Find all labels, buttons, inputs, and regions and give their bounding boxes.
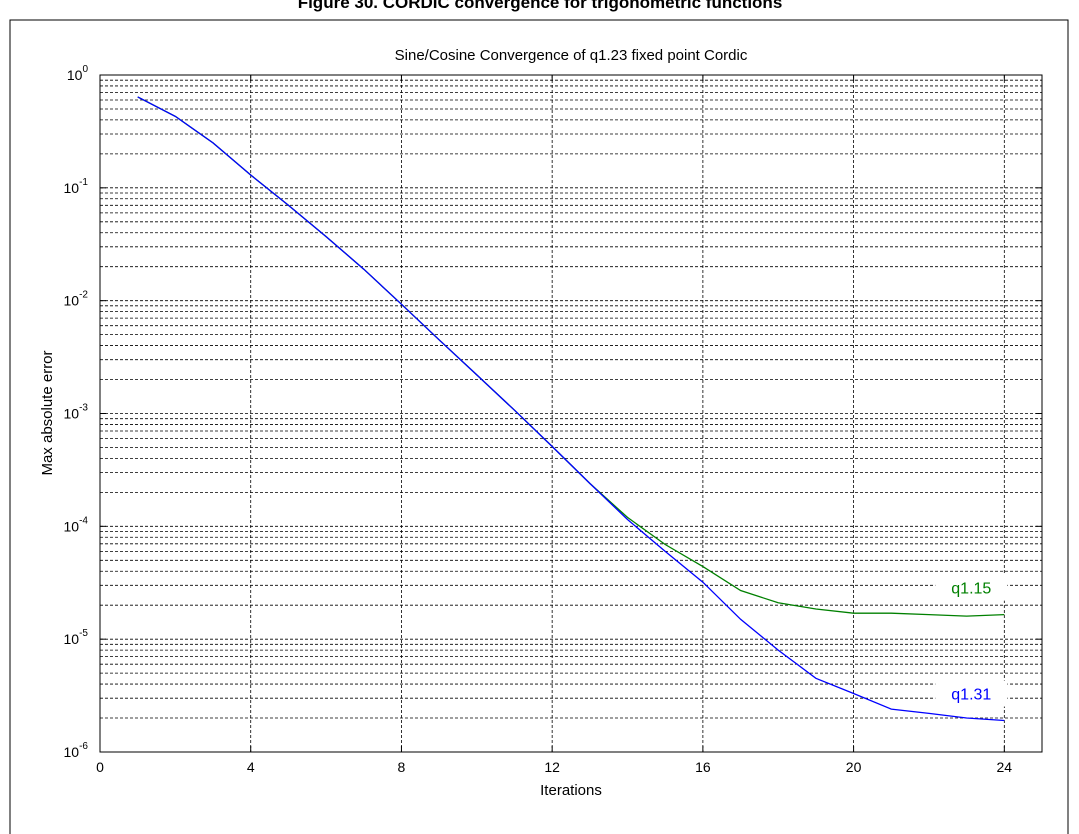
y-tick-exponent: -3 (79, 403, 88, 414)
y-tick-base: 10 (64, 293, 80, 309)
y-tick-label: 10-2 (64, 290, 89, 309)
y-tick-exponent: -6 (79, 741, 88, 752)
y-tick-label: 10-3 (64, 403, 89, 422)
x-axis-label: Iterations (540, 782, 602, 799)
y-tick-exponent: -2 (79, 290, 88, 301)
y-tick-label: 100 (67, 64, 89, 83)
y-tick-exponent: -1 (79, 177, 88, 188)
y-tick-base: 10 (64, 406, 80, 422)
y-tick-exponent: -4 (79, 515, 88, 526)
y-tick-base: 10 (67, 67, 83, 83)
y-tick-base: 10 (64, 631, 80, 647)
series-label: q1.31 (951, 687, 991, 704)
y-axis-label: Max absolute error (39, 350, 56, 475)
series-line (137, 96, 1005, 722)
series-label-bg (935, 574, 1008, 601)
y-tick-label: 10-4 (64, 515, 89, 534)
y-tick-base: 10 (64, 180, 80, 196)
x-tick-label: 8 (398, 759, 406, 775)
series-label: q1.15 (951, 581, 991, 598)
figure-caption: Figure 30. CORDIC convergence for trigon… (298, 0, 783, 12)
x-tick-label: 12 (544, 759, 560, 775)
y-tick-base: 10 (64, 518, 80, 534)
y-tick-base: 10 (64, 744, 80, 760)
series-label-bg (935, 680, 1008, 707)
x-tick-label: 16 (695, 759, 711, 775)
x-tick-label: 20 (846, 759, 862, 775)
x-tick-label: 4 (247, 759, 255, 775)
y-tick-exponent: -5 (79, 628, 88, 639)
y-tick-label: 10-6 (64, 741, 89, 760)
axes-box (99, 74, 1043, 753)
y-tick-exponent: 0 (82, 64, 88, 75)
chart-title: Sine/Cosine Convergence of q1.23 fixed p… (395, 47, 748, 64)
x-tick-label: 24 (997, 759, 1013, 775)
x-tick-label: 0 (96, 759, 104, 775)
y-tick-label: 10-5 (64, 628, 89, 647)
y-tick-label: 10-1 (64, 177, 89, 196)
